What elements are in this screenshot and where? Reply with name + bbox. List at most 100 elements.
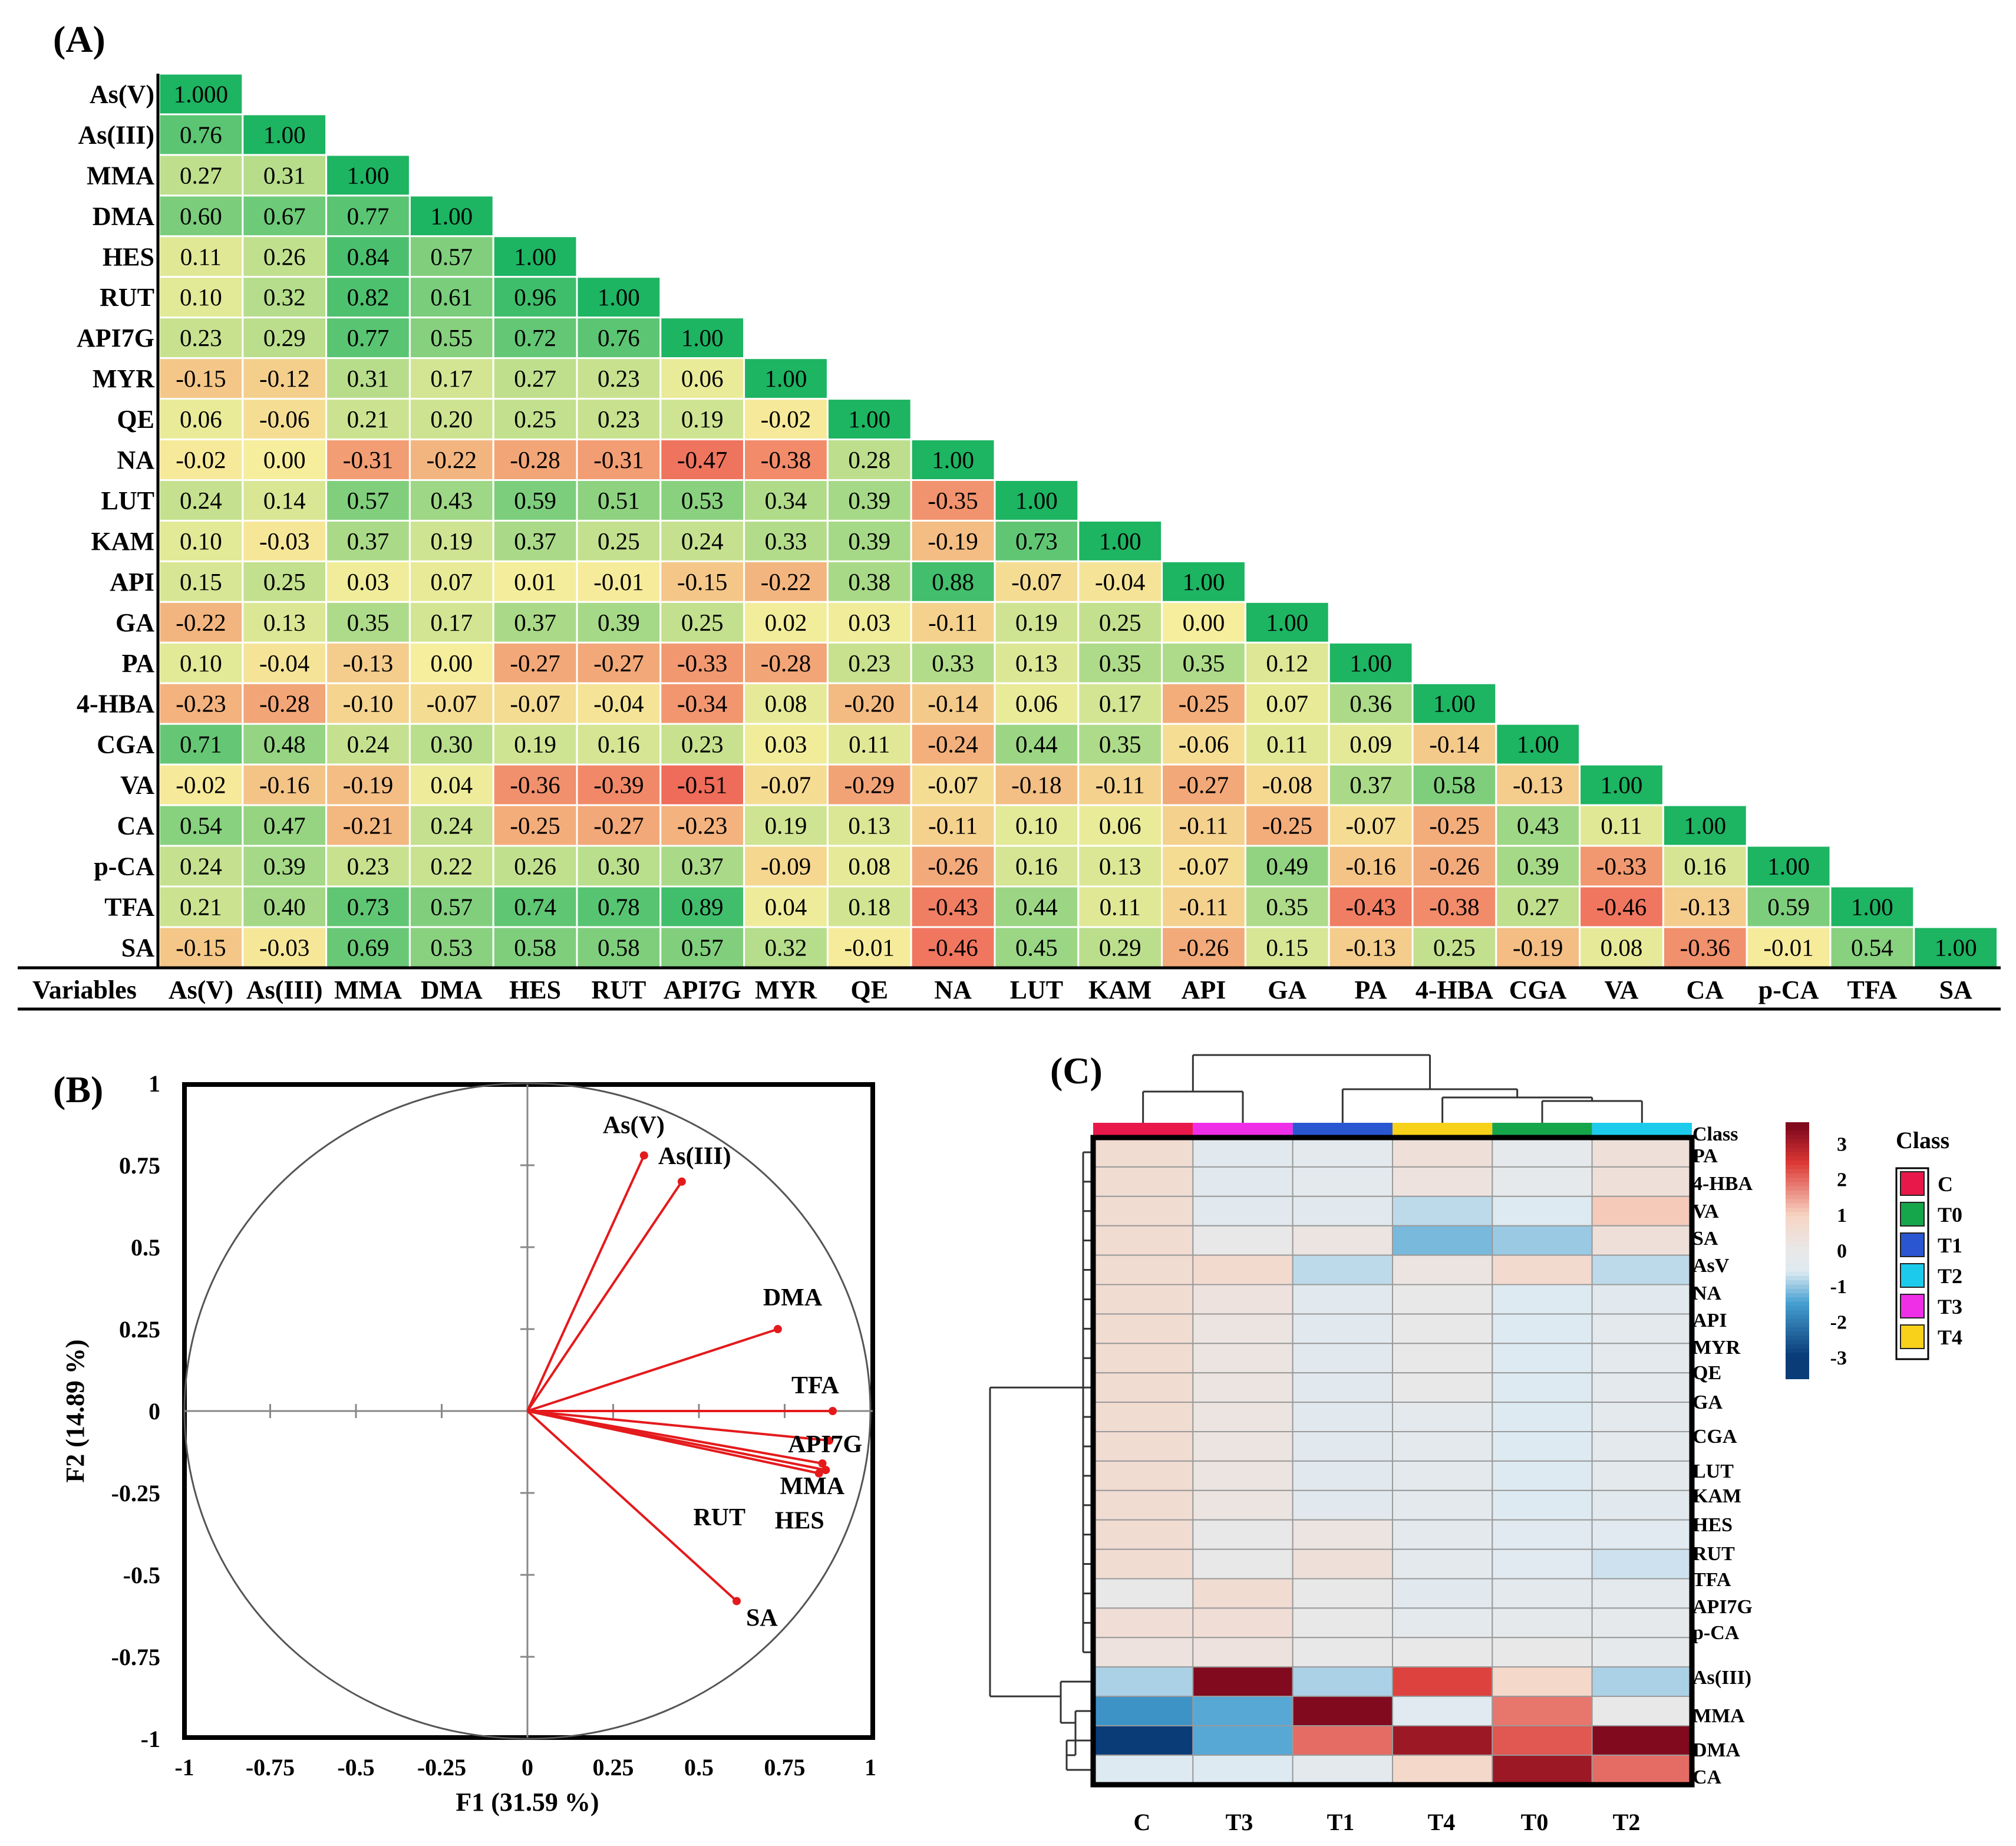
corr-cell <box>242 439 328 481</box>
corr-cell <box>408 439 494 481</box>
y-tick-label: 0.5 <box>131 1234 160 1261</box>
corr-value: -0.07 <box>427 690 477 717</box>
corr-cell <box>158 113 244 156</box>
corr-cell <box>743 601 829 644</box>
heatmap-cell <box>1391 1372 1493 1403</box>
heatmap-row-label: API <box>1692 1310 1727 1331</box>
heatmap-cell <box>1391 1460 1493 1491</box>
corr-value: -0.51 <box>677 772 727 799</box>
corr-value: 0.27 <box>514 365 556 392</box>
colorbar-step <box>1786 1357 1809 1362</box>
corr-value: -0.07 <box>1179 853 1229 880</box>
corr-value: 0.26 <box>263 243 306 270</box>
corr-value: 0.13 <box>263 609 306 636</box>
y-tick-label: 0.25 <box>119 1316 160 1343</box>
row-labels: As(V) As(III) MMA DMA HES RUT API7G MYR QE NA LUT K… <box>77 80 155 962</box>
colorbar-step <box>1786 1323 1809 1328</box>
colorbar-tick-label: -3 <box>1830 1347 1847 1369</box>
corr-cell <box>1746 885 1832 928</box>
corr-value: 1.00 <box>1935 934 1977 961</box>
corr-value: -0.18 <box>1011 772 1061 799</box>
x-tick-label: 0.25 <box>593 1754 634 1781</box>
heatmap-cell <box>1093 1666 1194 1697</box>
corr-cell <box>242 276 328 319</box>
colorbar-step <box>1786 1130 1809 1136</box>
corr-value: 0.19 <box>430 528 473 555</box>
corr-cell <box>492 276 578 319</box>
heatmap-cell <box>1591 1548 1692 1580</box>
corr-value: 0.33 <box>932 650 974 677</box>
corr-value: 0.77 <box>347 324 390 351</box>
colorbar-step <box>1786 1139 1809 1145</box>
corr-value: -0.07 <box>1011 568 1061 595</box>
corr-value: 0.39 <box>263 853 306 880</box>
corr-cell <box>242 235 328 278</box>
corr-value: -0.11 <box>1179 812 1229 839</box>
corr-value: 0.06 <box>1099 812 1141 839</box>
corr-cell <box>576 926 662 969</box>
heatmap-cell <box>1093 1754 1194 1785</box>
colorbar-step <box>1786 1374 1809 1379</box>
heatmap-cell <box>1093 1725 1194 1756</box>
row-label: QE <box>117 405 154 434</box>
corr-cell <box>1579 804 1664 847</box>
column-label: DMA <box>421 975 483 1004</box>
corr-cell <box>659 763 745 806</box>
heatmap-cell <box>1192 1725 1294 1756</box>
corr-cell <box>408 479 494 522</box>
corr-value: 0.09 <box>1350 731 1392 758</box>
y-tick-label: 1 <box>149 1070 160 1097</box>
heatmap-cell <box>1192 1195 1294 1227</box>
corr-cell <box>1328 763 1414 806</box>
corr-value: 0.16 <box>598 731 640 758</box>
heatmap-cell <box>1391 1607 1493 1639</box>
heatmap-frame <box>1090 1135 1695 1788</box>
colorbar-step <box>1786 1165 1809 1170</box>
heatmap-cell <box>1492 1254 1593 1285</box>
corr-value: 0.13 <box>1099 853 1141 880</box>
heatmap-cell <box>1292 1254 1393 1285</box>
corr-cell <box>994 804 1080 847</box>
corr-cell <box>576 601 662 644</box>
colorbar-step <box>1786 1152 1809 1157</box>
y-tick-label: 0.75 <box>119 1152 160 1179</box>
corr-value: 1.00 <box>1767 853 1810 880</box>
y-tick-label: -0.5 <box>123 1562 160 1588</box>
corr-value: -0.21 <box>343 812 393 839</box>
row-label: As(V) <box>90 80 154 108</box>
corr-cell <box>158 479 244 522</box>
heatmap-column-labels: C T3 T1 T4 T0 T2 <box>1134 1809 1641 1835</box>
corr-value: -0.03 <box>259 934 309 961</box>
corr-value: 0.08 <box>765 690 807 717</box>
colorbar-step <box>1786 1267 1809 1273</box>
heatmap-row-label: CGA <box>1692 1426 1737 1448</box>
corr-cell <box>994 519 1080 562</box>
heatmap-cell <box>1391 1754 1493 1785</box>
corr-value: 1.00 <box>765 365 807 392</box>
colorbar-step <box>1786 1233 1809 1238</box>
colorbar: 3 2 1 0 -1 -2 -3 <box>1786 1122 1847 1379</box>
row-label: PA <box>122 649 155 678</box>
corr-value: 0.06 <box>1015 690 1058 717</box>
corr-cell <box>1077 885 1163 928</box>
heatmap-cell <box>1591 1431 1692 1462</box>
heatmap-cell <box>1192 1254 1294 1285</box>
corr-cell <box>325 641 411 684</box>
corr-value: 1.00 <box>598 284 640 311</box>
column-label: GA <box>1268 975 1306 1004</box>
legend-swatch <box>1900 1324 1925 1349</box>
corr-cell <box>910 804 996 847</box>
heatmap-cell <box>1492 1754 1593 1785</box>
heatmap-cell <box>1192 1666 1294 1697</box>
corr-value: 0.24 <box>430 812 473 839</box>
corr-value: 1.00 <box>848 406 890 433</box>
corr-value: -0.22 <box>761 568 811 595</box>
heatmap-cell <box>1192 1343 1294 1374</box>
corr-value: 0.16 <box>1015 853 1058 880</box>
corr-value: 0.16 <box>1684 853 1726 880</box>
loading-vector <box>527 1328 778 1412</box>
colorbar-step <box>1786 1263 1809 1268</box>
corr-value: 0.23 <box>180 324 222 351</box>
corr-cell <box>325 560 411 603</box>
heatmap-cell <box>1192 1372 1294 1403</box>
